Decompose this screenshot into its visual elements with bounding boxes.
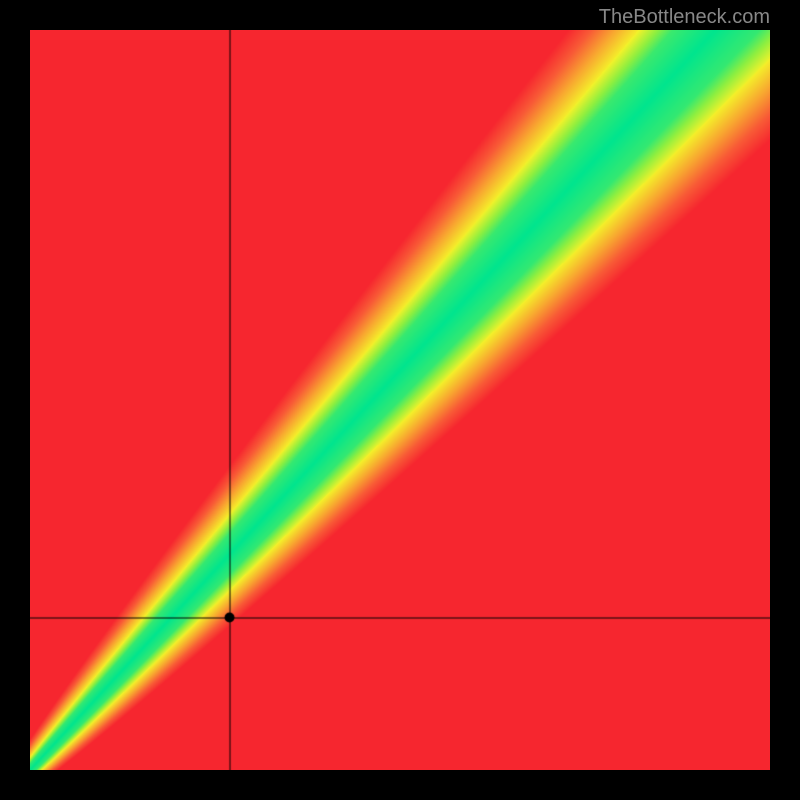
watermark-text: TheBottleneck.com — [599, 6, 770, 29]
bottleneck-heatmap — [30, 30, 770, 770]
chart-container: TheBottleneck.com — [0, 0, 800, 800]
plot-area — [30, 30, 770, 770]
